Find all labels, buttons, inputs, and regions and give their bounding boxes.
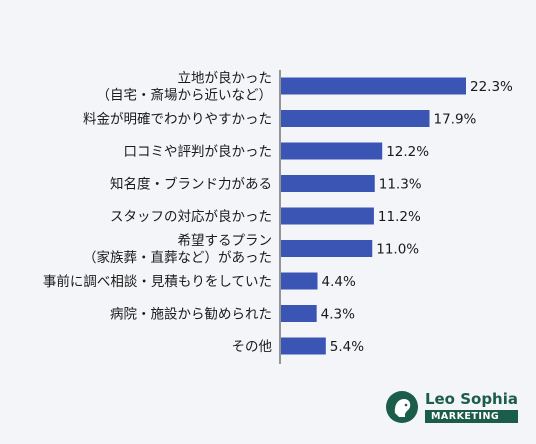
category-label: 病院・施設から勧められた xyxy=(110,306,272,323)
category-label: スタッフの対応が良かった xyxy=(110,209,272,225)
bar xyxy=(281,77,466,95)
category-label: 料金が明確でわかりやすかった xyxy=(83,112,272,128)
value-label: 11.2% xyxy=(378,209,421,225)
lion-head-icon xyxy=(385,391,418,423)
bar xyxy=(281,142,383,160)
value-label: 12.2% xyxy=(386,144,429,160)
category-label: 事前に調べ相談・見積もりをしていた xyxy=(43,273,272,290)
bar xyxy=(281,207,374,225)
value-label: 4.3% xyxy=(321,307,355,323)
value-label: 11.3% xyxy=(379,177,422,193)
bar xyxy=(281,272,318,290)
bar xyxy=(281,305,317,322)
value-label: 17.9% xyxy=(433,112,476,128)
category-label: その他 xyxy=(232,339,273,355)
bar xyxy=(281,240,373,257)
value-label: 5.4% xyxy=(330,339,364,355)
brand-name: Leo Sophia xyxy=(424,390,518,408)
bar xyxy=(281,175,375,192)
value-label: 22.3% xyxy=(470,79,513,95)
value-label: 4.4% xyxy=(322,274,356,290)
category-label: 知名度・ブランド力がある xyxy=(110,176,272,193)
category-label: 口コミや評判が良かった xyxy=(124,144,273,160)
brand-tagline: MARKETING xyxy=(424,410,518,423)
brand-logo: Leo Sophia MARKETING xyxy=(385,390,518,424)
value-label: 11.0% xyxy=(376,242,419,258)
category-label: 希望するプラン（家族葬・直葬など）があった xyxy=(83,233,272,266)
bar xyxy=(281,110,430,127)
category-label: 立地が良かった（自宅・斎場から近いなど） xyxy=(97,71,273,104)
bar xyxy=(281,337,326,355)
